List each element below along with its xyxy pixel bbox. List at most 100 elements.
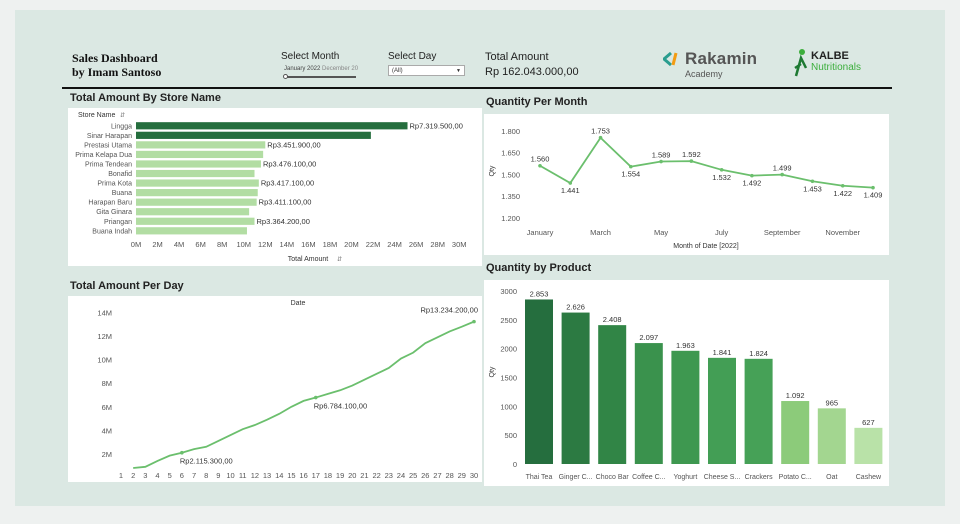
product-bar [561,312,590,464]
month-x-tick: September [764,228,801,237]
store-category-label: Harapan Baru [88,200,132,207]
day-x-tick: 27 [433,471,441,480]
store-x-axis-label: Total Amount [288,256,329,263]
store-x-tick: 26M [409,240,424,249]
product-y-tick: 1000 [500,402,517,411]
month-x-tick: May [654,228,668,237]
product-category-label: Cheese S... [704,474,741,481]
month-panel-title: Quantity Per Month [486,96,588,108]
month-slider-track[interactable] [286,76,356,78]
product-y-tick: 1500 [500,374,517,383]
select-day-label: Select Day [388,51,437,62]
month-range-labels: January 2022 December 20 [284,66,358,72]
month-x-tick: November [825,228,860,237]
store-x-tick: 2M [152,240,162,249]
product-bar [525,299,553,464]
store-bar [136,227,247,235]
day-x-tick: 26 [421,471,429,480]
month-x-tick: July [715,228,729,237]
month-slider-handle[interactable] [283,74,288,79]
store-bar [136,160,261,168]
day-point-label: Rp6.784.100,00 [314,402,367,411]
day-x-tick: 16 [299,471,307,480]
day-x-tick: 11 [239,471,247,480]
product-chart-panel: 0 500 1000 1500 2000 2500 3000 Qty 2.853 Thai Tea… [484,280,889,486]
month-y-tick: 1.350 [501,192,520,201]
store-bar [136,141,266,149]
product-bar [854,427,883,464]
store-bar [136,217,255,225]
day-y-tick: 12M [97,332,112,341]
day-point [180,450,184,455]
day-y-tick: 14M [97,309,112,318]
store-category-label: Prestasi Utama [84,142,132,149]
day-x-tick: 29 [458,471,466,480]
day-x-tick: 24 [397,471,405,480]
day-x-tick: 2 [131,471,135,480]
day-x-tick: 23 [385,471,393,480]
month-point-label: 1.409 [864,191,883,200]
product-category-label: Potato C... [779,474,812,481]
store-value-label: Rp3.451.900,00 [267,140,320,149]
product-value-label: 965 [826,398,839,407]
store-x-tick: 16M [301,240,316,249]
day-point [313,395,318,400]
product-category-label: Coffee C... [632,474,665,481]
product-bar [671,350,700,464]
day-x-tick: 19 [336,471,344,480]
month-point-label: 1.441 [561,186,580,195]
dashboard-title: Sales Dashboard by Imam Santoso [72,51,162,79]
product-value-label: 627 [862,418,875,427]
product-y-tick: 2500 [500,316,517,325]
header-divider [62,87,892,89]
product-category-label: Ginger C... [559,474,593,481]
month-point [871,185,875,190]
month-point-label: 1.422 [833,189,852,198]
store-category-label: Prima Kota [97,181,132,188]
day-x-tick: 15 [287,471,295,480]
month-point-label: 1.499 [773,164,792,173]
store-value-label: Rp3.417.100,00 [261,179,314,188]
day-panel-title: Total Amount Per Day [70,280,184,292]
month-range-start: January 2022 [284,66,321,72]
product-category-label: Oat [826,474,837,481]
day-x-tick: 28 [445,471,453,480]
month-y-axis-label: Qty [489,165,496,176]
product-y-tick: 3000 [500,287,517,296]
day-y-tick: 6M [102,403,112,412]
month-point-label: 1.453 [803,184,822,193]
rakamin-logo: Rakamin Academy [663,49,757,79]
store-panel-title: Total Amount By Store Name [70,92,221,104]
store-bar [136,198,257,206]
kalbe-mark-icon [794,49,808,77]
day-x-tick: 7 [192,471,196,480]
select-day-dropdown[interactable]: (All) ▼ [388,65,465,76]
day-chart-panel: Date 2M 4M 6M 8M 10M 12M 14M Rp2.115.300,00 Rp6.7… [68,296,482,482]
store-bar [136,189,258,197]
month-point [629,164,633,169]
month-x-tick: March [590,228,611,237]
store-x-tick: 14M [280,240,295,249]
store-x-tick: 10M [236,240,251,249]
day-x-tick: 25 [409,471,417,480]
product-y-tick: 2000 [500,345,517,354]
day-x-tick: 1 [119,471,123,480]
store-x-tick: 18M [323,240,338,249]
product-value-label: 2.853 [530,289,549,298]
day-x-tick: 22 [372,471,380,480]
month-range-end: December 20 [322,66,359,72]
product-value-label: 2.097 [639,333,658,342]
store-x-tick: 0M [131,240,141,249]
total-amount-value: Rp 162.043.000,00 [485,66,579,78]
product-y-axis-label: Qty [489,366,496,377]
month-x-axis-label: Month of Date [2022] [673,243,738,250]
product-value-label: 2.408 [603,315,622,324]
product-bar [598,325,627,464]
month-point [598,135,603,140]
day-y-tick: 8M [102,379,112,388]
day-x-tick: 8 [204,471,208,480]
month-y-tick: 1.650 [501,149,520,158]
day-series-line [133,320,475,469]
product-category-label: Thai Tea [526,474,553,481]
store-value-label: Rp3.476.100,00 [263,159,316,168]
